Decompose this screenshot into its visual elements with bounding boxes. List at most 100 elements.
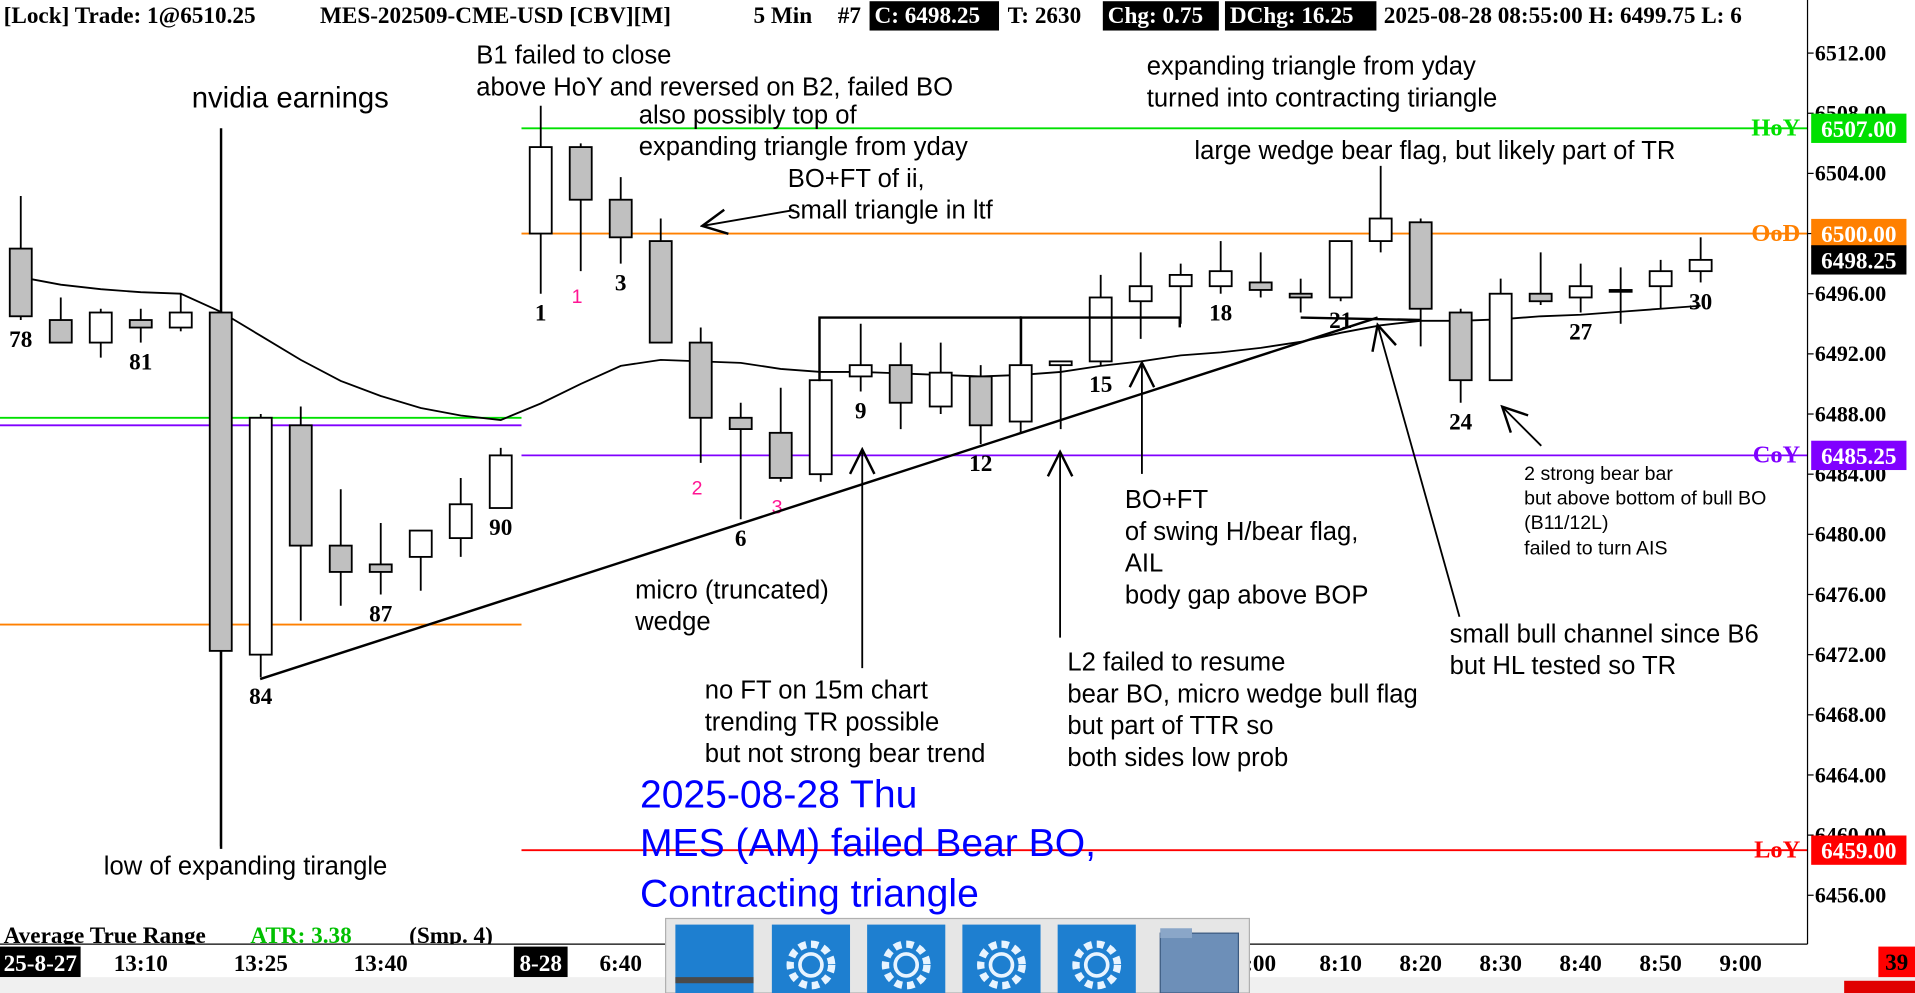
annotation: 2 strong bear bar: [1524, 463, 1673, 485]
candle-body: [448, 503, 473, 540]
annotation: BO+FT of ii,: [788, 165, 925, 193]
x-label-box: [0, 946, 81, 978]
y-tick-label: 6464.00: [1815, 762, 1886, 787]
annotation: but above bottom of bull BO: [1524, 487, 1766, 509]
title-line: 2025-08-28 Thu: [640, 773, 917, 816]
candle-body: [488, 454, 513, 509]
countdown: 39: [1885, 950, 1908, 976]
candle-body: [1608, 289, 1633, 293]
annotations: nvidia earnings B1 failed to close above…: [104, 42, 1766, 916]
bar-label: 30: [1689, 289, 1712, 315]
folder: [1159, 932, 1240, 993]
bar-label: 18: [1209, 301, 1232, 327]
x-tick-label: 8:40: [1559, 951, 1602, 977]
bar-label: 90: [489, 515, 512, 541]
x-tick-label: 8:20: [1399, 951, 1442, 977]
y-tick-label: 6488.00: [1815, 401, 1886, 426]
candle-body: [1648, 270, 1673, 288]
toolbar-button[interactable]: [1057, 924, 1136, 993]
header-text: [Lock] Trade: 1@6510.25: [4, 3, 256, 29]
countdown-box: [1878, 946, 1915, 978]
annotation: but part of TTR so: [1067, 712, 1273, 740]
gear: [893, 952, 920, 978]
last-price-box: [1811, 245, 1907, 275]
bar-label: 3: [615, 271, 627, 297]
y-tick-label: 6512.00: [1815, 40, 1886, 65]
level-name: HoY: [1751, 115, 1800, 142]
annotation: (B11/12L): [1524, 512, 1608, 534]
header-text: Chg: 0.75: [1108, 3, 1203, 29]
arrow: [1378, 325, 1461, 618]
annotation: micro (truncated): [635, 576, 829, 604]
level-name: LoY: [1754, 836, 1800, 863]
annotation: nvidia earnings: [192, 81, 389, 114]
x-tick-label: 8-28: [519, 951, 562, 977]
level-box: [1811, 835, 1907, 865]
bar-label: 6: [735, 526, 747, 552]
candle-body: [1528, 292, 1553, 303]
candle-body: [1008, 364, 1033, 423]
arrow: [1502, 407, 1542, 447]
count-label: 1: [572, 286, 583, 308]
header-text: DChg: 16.25: [1230, 3, 1354, 29]
annotation: small bull channel since B6: [1450, 620, 1759, 648]
header-box: [869, 1, 1000, 31]
header: [Lock] Trade: 1@6510.25 MES-202509-CME-U…: [4, 1, 1742, 31]
candle-body: [8, 247, 33, 318]
annotation: of swing H/bear flag,: [1125, 518, 1359, 546]
x-tick-label: 8:30: [1479, 951, 1522, 977]
range-line: [818, 316, 1421, 382]
gear-bg: [867, 924, 946, 993]
y-tick-label: 6468.00: [1815, 702, 1886, 727]
annotation: body gap above BOP: [1125, 581, 1369, 609]
candle-body: [128, 319, 153, 329]
annotation: L2 failed to resume: [1067, 649, 1285, 677]
bar-label: 24: [1449, 410, 1473, 436]
candle-body: [288, 424, 313, 547]
annotation: large wedge bear flag, but likely part o…: [1194, 137, 1675, 165]
level-value: 6485.25: [1821, 444, 1896, 470]
level-box: [1811, 440, 1907, 471]
annotation: also possibly top of: [639, 101, 858, 129]
drawings: [259, 210, 1542, 681]
toolbar-button[interactable]: [1159, 928, 1240, 993]
annotation: expanding triangle from yday: [639, 133, 968, 161]
candle-body: [728, 416, 753, 430]
x-tick-label: 8:50: [1639, 951, 1682, 977]
bar-label: 1: [535, 301, 547, 327]
gear: [881, 940, 931, 990]
annotation: turned into contracting tiriangle: [1147, 84, 1497, 112]
level-value: 6500.00: [1821, 222, 1896, 248]
annotation: wedge: [634, 608, 711, 636]
toolbar-bg: [664, 917, 1251, 993]
gear: [798, 952, 824, 978]
x-tick-label: 8:10: [1319, 951, 1362, 977]
y-tick-label: 6456.00: [1815, 883, 1886, 908]
toolbar-button[interactable]: [867, 924, 946, 993]
candle-body: [608, 198, 633, 239]
x-tick-label: 13:25: [234, 951, 288, 977]
trendline: [259, 316, 1379, 681]
last-price: 6498.25: [1821, 248, 1896, 274]
gear: [977, 940, 1026, 990]
candle-body: [1248, 281, 1273, 291]
candles-layer: [8, 105, 1713, 847]
candle-body: [48, 319, 73, 344]
level-name: OoD: [1751, 220, 1800, 247]
y-tick-label: 6492.00: [1815, 341, 1886, 366]
arrow: [702, 210, 795, 226]
toolbar-button[interactable]: [962, 924, 1041, 993]
x-tick-label: 13:10: [114, 951, 168, 977]
bar-label: 78: [9, 327, 32, 353]
header-box: [1224, 1, 1377, 31]
candle-body: [248, 416, 273, 656]
candle-body: [928, 371, 953, 408]
annotation: no FT on 15m chart: [705, 677, 928, 705]
annotation: low of expanding tirangle: [104, 853, 387, 881]
status-box: [1844, 980, 1915, 993]
toolbar-button[interactable]: [771, 924, 851, 993]
candle-body: [1448, 311, 1473, 382]
